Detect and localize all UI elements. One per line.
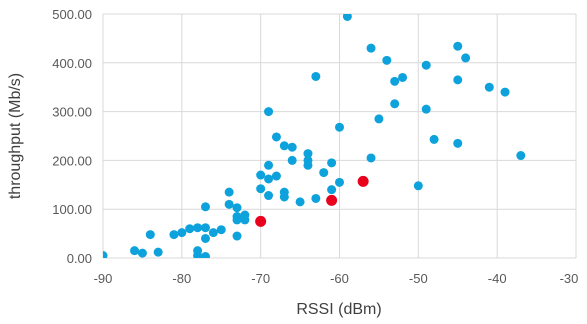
data-point bbox=[287, 142, 297, 152]
data-point bbox=[193, 223, 203, 233]
data-point bbox=[200, 223, 210, 233]
data-point bbox=[303, 149, 313, 159]
data-point bbox=[287, 155, 297, 165]
data-point bbox=[421, 60, 431, 70]
data-point bbox=[216, 225, 226, 235]
data-point bbox=[303, 160, 313, 170]
x-tick-label: -40 bbox=[488, 271, 507, 286]
highlighted-data-point bbox=[255, 215, 267, 227]
data-point bbox=[137, 248, 147, 258]
data-point bbox=[429, 134, 439, 144]
data-point bbox=[145, 230, 155, 240]
data-point bbox=[256, 184, 266, 194]
data-point bbox=[200, 202, 210, 212]
data-point bbox=[153, 247, 163, 257]
data-point bbox=[103, 251, 108, 258]
data-point bbox=[390, 99, 400, 109]
data-point bbox=[453, 41, 463, 51]
data-point bbox=[200, 233, 210, 243]
y-tick-label: 300.00 bbox=[52, 105, 92, 120]
highlighted-data-point bbox=[357, 175, 369, 187]
data-point bbox=[264, 191, 274, 201]
x-tick-label: -30 bbox=[560, 271, 579, 286]
data-point bbox=[453, 75, 463, 85]
data-point bbox=[208, 228, 218, 238]
data-point bbox=[311, 71, 321, 81]
data-point bbox=[224, 187, 234, 197]
y-axis-tick-labels: 0.00 100.00 200.00 300.00 400.00 500.00 bbox=[52, 7, 92, 266]
data-point bbox=[374, 114, 384, 124]
data-point bbox=[366, 153, 376, 163]
y-tick-label: 200.00 bbox=[52, 153, 92, 168]
data-point bbox=[327, 158, 337, 168]
y-tick-label: 0.00 bbox=[67, 251, 92, 266]
data-point bbox=[461, 53, 471, 63]
y-tick-label: 100.00 bbox=[52, 202, 92, 217]
data-point bbox=[311, 193, 321, 203]
data-point bbox=[295, 197, 305, 207]
highlighted-data-point bbox=[326, 194, 338, 206]
y-tick-label: 400.00 bbox=[52, 56, 92, 71]
data-point bbox=[500, 87, 510, 97]
data-point bbox=[335, 177, 344, 187]
data-point bbox=[335, 122, 344, 132]
y-tick-label: 500.00 bbox=[52, 7, 92, 22]
data-point bbox=[169, 230, 179, 240]
data-point bbox=[271, 171, 281, 181]
data-point bbox=[232, 203, 242, 213]
x-tick-label: -50 bbox=[409, 271, 428, 286]
data-point bbox=[516, 151, 526, 161]
data-point bbox=[366, 43, 376, 53]
data-points bbox=[103, 14, 526, 258]
x-tick-label: -90 bbox=[94, 271, 113, 286]
x-tick-label: -60 bbox=[330, 271, 349, 286]
data-point bbox=[390, 76, 400, 86]
x-axis-tick-labels: -90 -80 -70 -60 -50 -40 -30 bbox=[94, 271, 579, 286]
data-point bbox=[185, 224, 195, 234]
data-point bbox=[327, 185, 337, 195]
y-axis-title: throughput (Mb/s) bbox=[7, 73, 24, 199]
x-axis-title: RSSI (dBm) bbox=[296, 301, 381, 318]
data-point bbox=[193, 251, 203, 258]
data-point bbox=[264, 160, 274, 170]
x-tick-label: -70 bbox=[251, 271, 270, 286]
data-point bbox=[271, 132, 281, 142]
data-point bbox=[264, 107, 274, 117]
data-point bbox=[453, 138, 463, 148]
data-point bbox=[484, 82, 494, 92]
data-point bbox=[398, 72, 408, 82]
data-point bbox=[232, 231, 242, 241]
data-point bbox=[256, 170, 266, 180]
data-point bbox=[130, 246, 140, 256]
x-tick-label: -80 bbox=[172, 271, 191, 286]
data-point bbox=[177, 228, 187, 238]
data-point bbox=[413, 181, 423, 191]
data-point bbox=[232, 215, 242, 225]
data-point bbox=[382, 55, 392, 65]
data-point bbox=[264, 174, 274, 184]
data-point bbox=[421, 104, 431, 114]
data-point bbox=[279, 141, 289, 151]
data-point bbox=[319, 168, 329, 178]
data-point bbox=[279, 192, 289, 202]
data-point bbox=[200, 252, 210, 258]
data-point bbox=[240, 210, 250, 220]
data-point bbox=[342, 14, 352, 21]
gridlines bbox=[102, 13, 577, 259]
data-point bbox=[224, 199, 234, 209]
